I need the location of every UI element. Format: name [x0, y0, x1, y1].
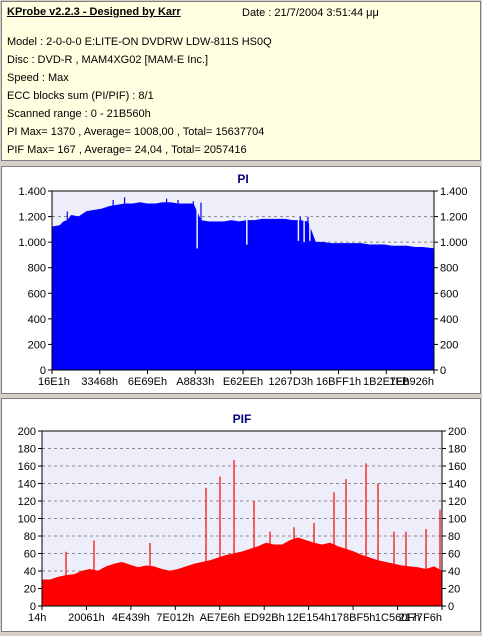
y-tick-label-right: 1.000 — [440, 237, 468, 249]
y-tick-label-right: 20 — [448, 584, 460, 596]
ecc-line: ECC blocks sum (PI/PIF) : 8/1 — [7, 90, 154, 102]
y-tick-label-right: 400 — [440, 314, 458, 326]
y-tick-label-right: 0 — [440, 365, 446, 377]
pif-summary-line: PIF Max= 167 , Average= 24,04 , Total= 2… — [7, 144, 247, 156]
x-tick-label: 33468h — [81, 376, 118, 388]
y-tick-label-right: 80 — [448, 531, 460, 543]
y-tick-label-left: 1.200 — [18, 212, 46, 224]
y-tick-label-left: 200 — [18, 426, 36, 438]
y-tick-label-left: 600 — [28, 288, 46, 300]
y-tick-label-right: 1.400 — [440, 186, 468, 198]
y-tick-label-left: 180 — [18, 444, 36, 456]
chart-title: PI — [237, 172, 248, 186]
y-tick-label-right: 100 — [448, 514, 466, 526]
y-tick-label-left: 40 — [24, 566, 36, 578]
speed-line: Speed : Max — [7, 72, 69, 84]
y-tick-label-right: 0 — [448, 601, 454, 613]
y-tick-label-left: 20 — [24, 584, 36, 596]
x-tick-label: 1FB926h — [389, 376, 434, 388]
y-tick-label-right: 120 — [448, 496, 466, 508]
app-title: KProbe v2.2.3 - Designed by Karr — [7, 6, 181, 18]
x-tick-label: 1C560Fh — [375, 612, 420, 624]
x-tick-label: 2177F6h — [399, 612, 442, 624]
pif-chart-panel: PIF 0 0 20 20 40 40 60 60 80 80 100 100 120 120 140 140 1… — [1, 398, 481, 632]
x-tick-label: 4E439h — [112, 612, 150, 624]
x-tick-label: E62EEh — [223, 376, 263, 388]
x-tick-label: 14h — [28, 612, 46, 624]
series-area — [41, 537, 443, 607]
chart-title: PIF — [233, 412, 252, 426]
pif-chart: PIF 0 0 20 20 40 40 60 60 80 80 100 100 120 120 140 140 1… — [18, 412, 467, 624]
scan-date: Date : 21/7/2004 3:51:44 μμ — [242, 7, 379, 19]
y-tick-label-left: 140 — [18, 479, 36, 491]
y-tick-label-left: 160 — [18, 461, 36, 473]
y-tick-label-left: 1.000 — [18, 237, 46, 249]
y-tick-label-right: 140 — [448, 479, 466, 491]
y-tick-label-right: 200 — [448, 426, 466, 438]
y-tick-label-right: 160 — [448, 461, 466, 473]
y-tick-label-left: 60 — [24, 549, 36, 561]
x-tick-label: 16BFF1h — [316, 376, 361, 388]
y-tick-label-left: 1.400 — [18, 186, 46, 198]
y-tick-label-left: 400 — [28, 314, 46, 326]
y-tick-label-left: 0 — [30, 601, 36, 613]
x-tick-label: 178BF5h — [331, 612, 376, 624]
y-tick-label-right: 600 — [440, 288, 458, 300]
y-tick-label-left: 800 — [28, 263, 46, 275]
x-tick-label: 1B2E7Eh — [363, 376, 409, 388]
y-tick-label-left: 100 — [18, 514, 36, 526]
plot-border — [41, 430, 443, 607]
y-tick-label-left: 0 — [40, 365, 46, 377]
pi-chart: PI 0 0 200 200 400 400 600 600 800 800 1.000 1.000 1.… — [18, 172, 468, 388]
pi-chart-panel: PI 0 0 200 200 400 400 600 600 800 800 1.000 1.000 1.… — [1, 166, 481, 394]
y-tick-label-right: 180 — [448, 444, 466, 456]
x-tick-label: A8833h — [176, 376, 214, 388]
x-tick-label: 20061h — [68, 612, 105, 624]
pi-summary-line: PI Max= 1370 , Average= 1008,00 , Total=… — [7, 126, 265, 138]
x-tick-label: 12E154h — [287, 612, 331, 624]
x-tick-label: ED92Bh — [244, 612, 285, 624]
plot-border — [51, 190, 435, 371]
y-tick-label-left: 200 — [28, 339, 46, 351]
y-tick-label-right: 40 — [448, 566, 460, 578]
y-tick-label-right: 800 — [440, 263, 458, 275]
y-tick-label-right: 60 — [448, 549, 460, 561]
y-tick-label-left: 120 — [18, 496, 36, 508]
model-line: Model : 2-0-0-0 E:LITE-ON DVDRW LDW-811S… — [7, 36, 272, 48]
x-tick-label: 16E1h — [38, 376, 70, 388]
info-panel: KProbe v2.2.3 - Designed by Karr Date : … — [1, 1, 481, 161]
scanned-range-line: Scanned range : 0 - 21B560h — [7, 108, 151, 120]
disc-line: Disc : DVD-R , MAM4XG02 [MAM-E Inc.] — [7, 54, 209, 66]
series-area — [51, 202, 435, 371]
y-tick-label-right: 1.200 — [440, 212, 468, 224]
y-tick-label-right: 200 — [440, 339, 458, 351]
x-tick-label: 7E012h — [156, 612, 194, 624]
x-tick-label: 1267D3h — [268, 376, 313, 388]
x-tick-label: 6E69Eh — [128, 376, 167, 388]
y-tick-label-left: 80 — [24, 531, 36, 543]
x-tick-label: AE7E6h — [200, 612, 240, 624]
